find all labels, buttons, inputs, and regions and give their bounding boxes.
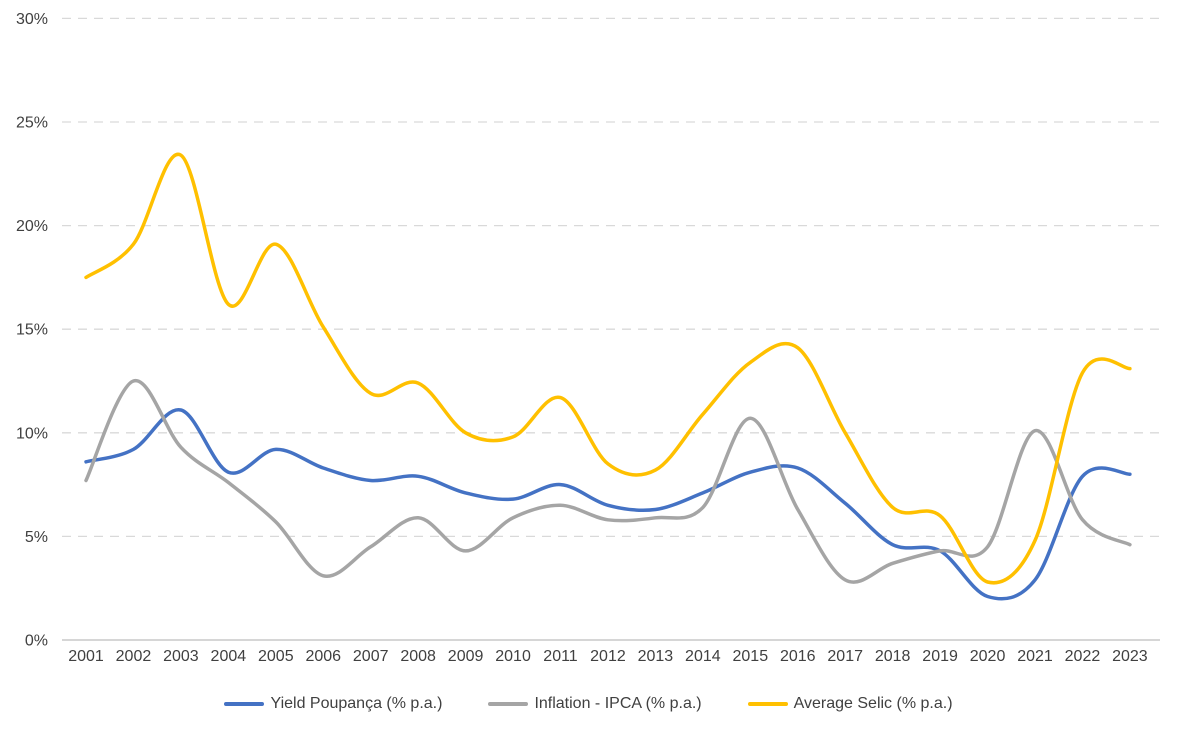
- x-tick-label: 2014: [685, 648, 721, 665]
- x-tick-label: 2022: [1065, 648, 1101, 665]
- series-line-yield-poupanca: [84, 408, 1132, 601]
- legend-item-inflation-ipca: Inflation - IPCA (% p.a.): [488, 695, 702, 713]
- gridlines: [62, 17, 1160, 538]
- x-tick-label: 2013: [638, 648, 674, 665]
- series-line-average-selic: [84, 152, 1132, 585]
- x-tick-label: 2017: [827, 648, 863, 665]
- legend-item-average-selic: Average Selic (% p.a.): [747, 695, 953, 713]
- x-tick-label: 2023: [1112, 648, 1148, 665]
- x-tick-label: 2001: [68, 648, 104, 665]
- legend-swatch-inflation-ipca: [488, 702, 529, 706]
- y-axis-labels: 0% 5% 10% 15% 20% 25% 30%: [16, 11, 48, 650]
- x-tick-label: 2012: [590, 648, 626, 665]
- chart-legend: Yield Poupança (% p.a.) Inflation - IPCA …: [0, 691, 1177, 717]
- legend-swatch-yield-poupanca: [224, 702, 265, 706]
- y-tick-label: 15%: [16, 322, 48, 339]
- series-lines: [84, 152, 1132, 601]
- x-tick-label: 2009: [448, 648, 484, 665]
- y-tick-label: 20%: [16, 218, 48, 235]
- x-tick-label: 2020: [970, 648, 1006, 665]
- legend-label-average-selic: Average Selic (% p.a.): [793, 695, 953, 712]
- y-tick-label: 0%: [25, 633, 48, 650]
- x-tick-label: 2011: [543, 648, 578, 665]
- x-tick-label: 2005: [258, 648, 294, 665]
- y-tick-label: 25%: [16, 115, 48, 132]
- legend-label-yield-poupanca: Yield Poupança (% p.a.): [270, 695, 443, 712]
- x-tick-label: 2018: [875, 648, 911, 665]
- x-tick-label: 2021: [1017, 648, 1053, 665]
- y-tick-label: 5%: [25, 529, 48, 546]
- y-tick-label: 10%: [16, 425, 48, 442]
- x-tick-label: 2004: [211, 648, 247, 665]
- x-tick-label: 2002: [116, 648, 152, 665]
- legend-label-inflation-ipca: Inflation - IPCA (% p.a.): [534, 695, 702, 712]
- x-tick-label: 2006: [305, 648, 341, 665]
- x-tick-label: 2007: [353, 648, 389, 665]
- legend-swatch-average-selic: [747, 702, 788, 706]
- x-tick-label: 2015: [733, 648, 769, 665]
- x-tick-label: 2003: [163, 648, 199, 665]
- legend-item-yield-poupanca: Yield Poupança (% p.a.): [224, 695, 442, 713]
- y-tick-label: 30%: [16, 11, 48, 28]
- x-tick-label: 2016: [780, 648, 816, 665]
- x-tick-label: 2008: [400, 648, 436, 665]
- x-tick-label: 2010: [495, 648, 531, 665]
- x-axis-labels: 2001 2002 2003 2004 2005 2006 2007 2008 2009 2010…: [68, 648, 1148, 665]
- x-tick-label: 2019: [922, 648, 958, 665]
- series-line-inflation-ipca: [84, 379, 1132, 584]
